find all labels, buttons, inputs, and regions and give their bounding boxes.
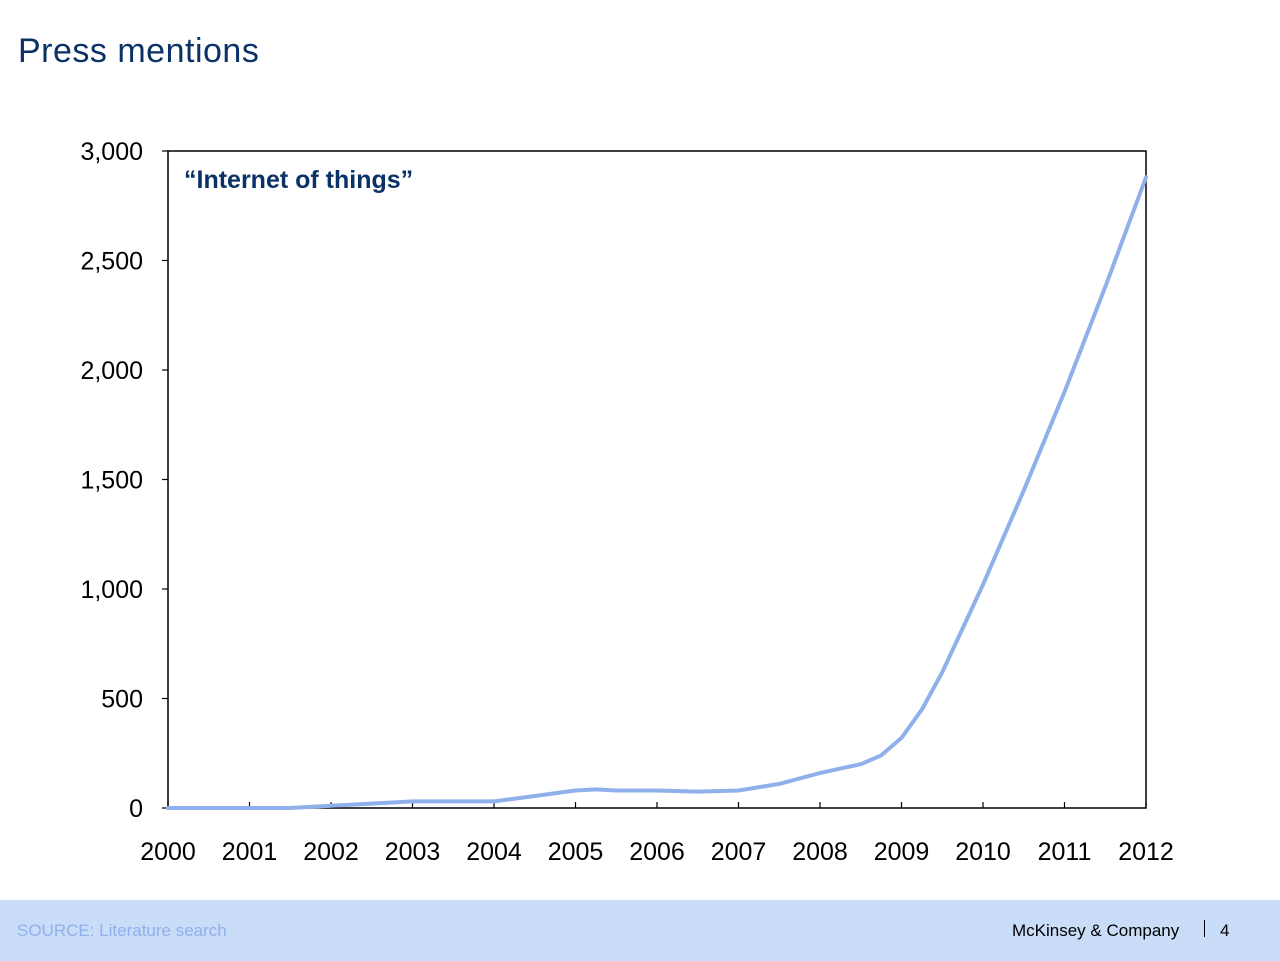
x-tick-label: 2001 <box>222 838 278 866</box>
y-tick-label: 3,000 <box>80 138 143 166</box>
brand-name: McKinsey & Company <box>1012 921 1180 940</box>
source-note: SOURCE: Literature search <box>17 921 227 940</box>
footer-separator <box>1204 920 1205 937</box>
y-tick-label: 1,500 <box>80 467 143 495</box>
page-title: Press mentions <box>18 32 260 70</box>
x-tick-label: 2007 <box>711 838 767 866</box>
y-tick-label: 500 <box>101 686 143 714</box>
x-tick-label: 2006 <box>629 838 685 866</box>
x-tick-label: 2003 <box>385 838 441 866</box>
x-tick-label: 2011 <box>1038 838 1092 866</box>
series-line <box>166 175 1148 810</box>
x-tick-label: 2002 <box>303 838 359 866</box>
y-tick-label: 2,000 <box>80 357 143 385</box>
series-annotation: “Internet of things” <box>184 166 413 194</box>
x-tick-label: 2000 <box>140 838 196 866</box>
x-tick-label: 2010 <box>955 838 1011 866</box>
plot-frame <box>167 150 1147 809</box>
line-chart: 0 500 1,000 1,500 2,000 2,500 3,000 2000 2001 200… <box>80 138 1174 866</box>
page-number: 4 <box>1220 921 1230 940</box>
footer-bar: SOURCE: Literature search McKinsey & Com… <box>0 900 1280 961</box>
y-tick-label: 2,500 <box>80 248 143 276</box>
x-tick-label: 2009 <box>874 838 930 866</box>
x-tick-label: 2012 <box>1118 838 1174 866</box>
x-tick-label: 2004 <box>466 838 522 866</box>
y-tick-label: 0 <box>129 795 143 823</box>
x-tick-label: 2008 <box>792 838 848 866</box>
y-tick-label: 1,000 <box>80 576 143 604</box>
x-tick-label: 2005 <box>548 838 604 866</box>
